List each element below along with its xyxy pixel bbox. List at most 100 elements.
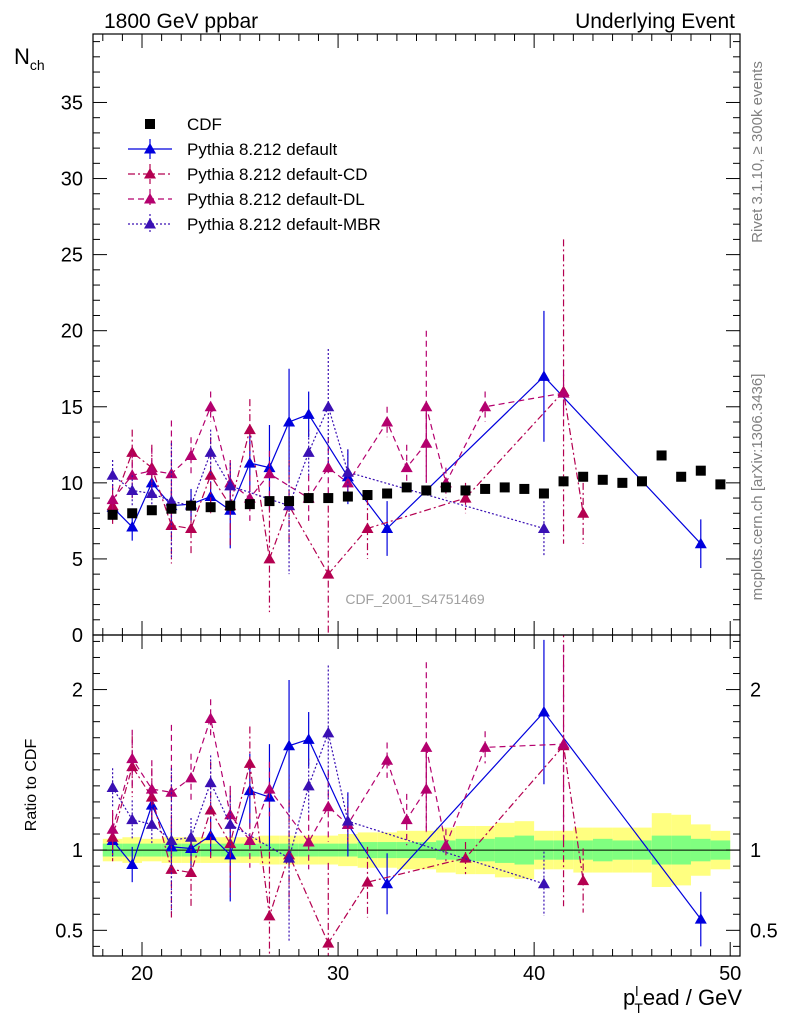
y-tick-label: 10 <box>61 473 83 495</box>
data-point <box>381 522 394 533</box>
data-point <box>243 757 256 768</box>
y-tick-label: 30 <box>61 169 83 191</box>
data-point <box>341 466 354 477</box>
main-panel: 0 5 10 15 20 25 30 35 <box>61 33 741 647</box>
data-point <box>106 823 119 834</box>
data-point <box>322 800 335 812</box>
data-point <box>695 465 706 476</box>
data-point <box>420 783 433 794</box>
data-point <box>400 813 413 825</box>
data-point <box>302 779 315 791</box>
data-point <box>459 492 472 503</box>
data-point <box>597 474 608 485</box>
data-point <box>224 808 237 820</box>
data-point <box>656 450 667 461</box>
data-point <box>204 446 217 457</box>
ratio-y-tick-label-right: 0.5 <box>750 920 778 942</box>
ratio-series-0 <box>106 639 707 947</box>
ratio-y-tick-label-right: 1 <box>750 840 761 862</box>
data-point <box>519 483 530 494</box>
data-point <box>224 837 237 849</box>
y-tick-label: 0 <box>72 625 83 647</box>
data-point <box>341 815 354 826</box>
data-point <box>283 852 296 863</box>
data-point <box>460 485 471 496</box>
data-point <box>106 781 119 792</box>
legend-marker <box>144 193 156 204</box>
data-point <box>283 739 296 751</box>
ratio-y-tick-label: 0.5 <box>55 920 83 942</box>
data-point <box>381 877 394 889</box>
data-point <box>205 502 216 513</box>
data-point <box>322 726 335 738</box>
data-point <box>126 813 139 825</box>
data-point <box>225 500 236 511</box>
legend-marker <box>145 119 155 129</box>
data-point <box>557 387 570 398</box>
data-point <box>263 909 276 921</box>
data-point <box>126 858 139 870</box>
data-point <box>145 487 158 498</box>
main-series-3 <box>106 330 570 527</box>
data-point <box>323 493 334 504</box>
data-point <box>263 552 276 564</box>
data-point <box>243 834 256 845</box>
legend-label: Pythia 8.212 default-DL <box>187 190 365 209</box>
ratio-y-tick-label-right: 2 <box>750 680 761 702</box>
data-point <box>185 449 198 460</box>
data-point <box>224 479 237 491</box>
data-point <box>302 836 315 847</box>
data-point <box>617 477 628 488</box>
ratio-series-3 <box>106 665 550 942</box>
data-point <box>126 446 139 457</box>
data-point <box>204 490 217 502</box>
x-tick-label: 30 <box>327 963 349 985</box>
series-line <box>112 392 564 500</box>
data-point <box>126 752 139 764</box>
x-tick-label: 20 <box>131 963 153 985</box>
data-point <box>302 408 315 419</box>
data-point <box>165 786 178 797</box>
series-line <box>112 730 545 885</box>
data-point <box>145 818 158 829</box>
data-point <box>558 476 569 487</box>
data-point <box>322 937 335 948</box>
data-point <box>185 522 198 533</box>
data-point <box>284 496 295 507</box>
ratio-panel: 20 30 40 50 0.5 0.5 1 1 2 2 <box>55 634 778 985</box>
main-series-2 <box>106 239 590 635</box>
ratio-frame <box>92 634 741 957</box>
x-axis-label-sub: T <box>634 1000 643 1016</box>
data-point <box>381 754 394 765</box>
data-point <box>166 503 177 514</box>
data-point <box>401 482 412 493</box>
data-point <box>126 469 139 480</box>
main-y-axis-label: Nch <box>14 44 45 73</box>
data-point <box>676 471 687 482</box>
main-y-axis-label-base: N <box>14 44 30 69</box>
data-point <box>421 485 432 496</box>
data-point <box>302 733 315 744</box>
series-line <box>112 405 545 530</box>
data-point <box>106 469 119 480</box>
legend: CDF Pythia 8.212 default Pythia 8.212 defa… <box>128 115 381 234</box>
data-point <box>715 479 726 490</box>
data-point <box>499 482 510 493</box>
data-point <box>439 839 452 850</box>
data-point <box>537 706 550 717</box>
y-tick-label: 25 <box>61 245 83 267</box>
data-point <box>264 496 275 507</box>
data-point <box>303 493 314 504</box>
data-point <box>440 482 451 493</box>
data-point <box>106 493 119 505</box>
y-tick-label: 35 <box>61 92 83 114</box>
legend-marker <box>144 218 156 229</box>
data-point <box>322 400 335 412</box>
data-point <box>577 507 590 518</box>
x-axis-label-base: p <box>623 985 635 1010</box>
data-point <box>243 423 256 435</box>
data-point <box>400 461 413 473</box>
data-point <box>204 400 217 412</box>
data-point <box>537 877 550 889</box>
